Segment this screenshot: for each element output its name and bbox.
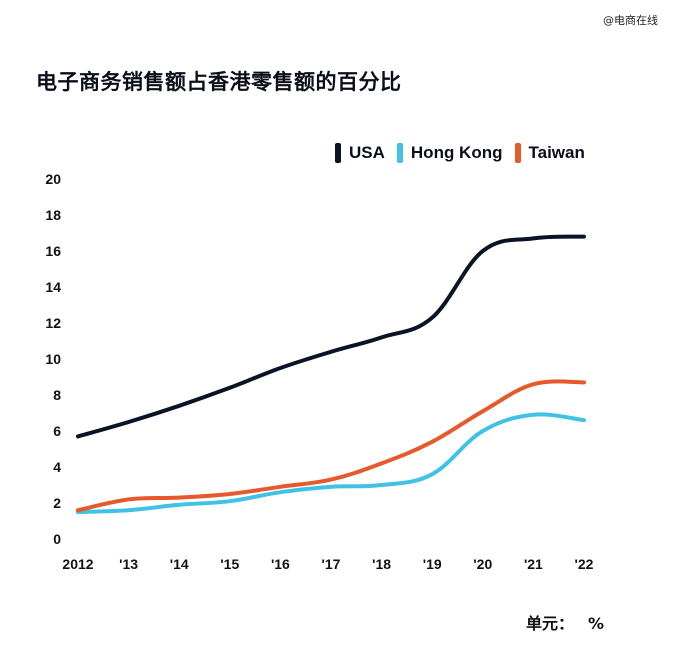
legend-swatch-hong-kong: [396, 143, 403, 163]
y-tick-label: 2: [53, 495, 61, 511]
x-tick-label: 2012: [62, 556, 93, 572]
x-tick-label: '19: [423, 556, 442, 572]
y-tick-label: 16: [45, 243, 61, 259]
legend-swatch-usa: [335, 143, 341, 163]
unit-text: 单元：: [526, 614, 575, 633]
legend-label-taiwan: Taiwan: [528, 143, 585, 162]
y-axis-ticks: 0 2 4 6 8 10 12 14 16 18 20: [45, 171, 61, 547]
x-tick-label: '14: [170, 556, 189, 572]
y-tick-label: 18: [45, 207, 61, 223]
legend-swatch-taiwan: [514, 143, 521, 163]
y-tick-label: 20: [45, 171, 61, 187]
x-tick-label: '18: [372, 556, 391, 572]
series-lines: [76, 234, 586, 514]
x-tick-label: '13: [119, 556, 138, 572]
y-tick-label: 12: [45, 315, 61, 331]
x-axis-ticks: 2012 '13 '14 '15 '16 '17 '18 '19 '20 '21 '22: [62, 556, 593, 572]
x-tick-label: '17: [322, 556, 341, 572]
series-line-taiwan: [76, 379, 586, 513]
legend-label-hong-kong: Hong Kong: [410, 143, 503, 162]
legend-item-hong-kong: Hong Kong: [396, 143, 503, 163]
series-line-usa: [76, 234, 586, 439]
x-tick-label: '21: [524, 556, 543, 572]
y-tick-label: 8: [53, 387, 61, 403]
unit-symbol: %: [588, 614, 605, 633]
x-tick-label: '16: [271, 556, 290, 572]
y-tick-label: 0: [53, 531, 61, 547]
unit-label: 单元：%: [526, 610, 604, 634]
legend-item-taiwan: Taiwan: [514, 143, 585, 163]
legend-item-usa: USA: [335, 143, 385, 163]
x-tick-label: '15: [220, 556, 239, 572]
x-tick-label: '22: [575, 556, 594, 572]
y-tick-label: 6: [53, 423, 61, 439]
legend: USA Hong Kong Taiwan: [335, 143, 597, 163]
chart-title: 电子商务销售额占香港零售额的百分比: [36, 70, 402, 94]
y-tick-label: 10: [45, 351, 61, 367]
y-tick-label: 14: [45, 279, 61, 295]
x-tick-label: '20: [473, 556, 492, 572]
series-line-hong-kong: [76, 412, 586, 514]
watermark: @电商在线: [603, 14, 658, 27]
y-tick-label: 4: [53, 459, 61, 475]
legend-label-usa: USA: [349, 143, 385, 162]
